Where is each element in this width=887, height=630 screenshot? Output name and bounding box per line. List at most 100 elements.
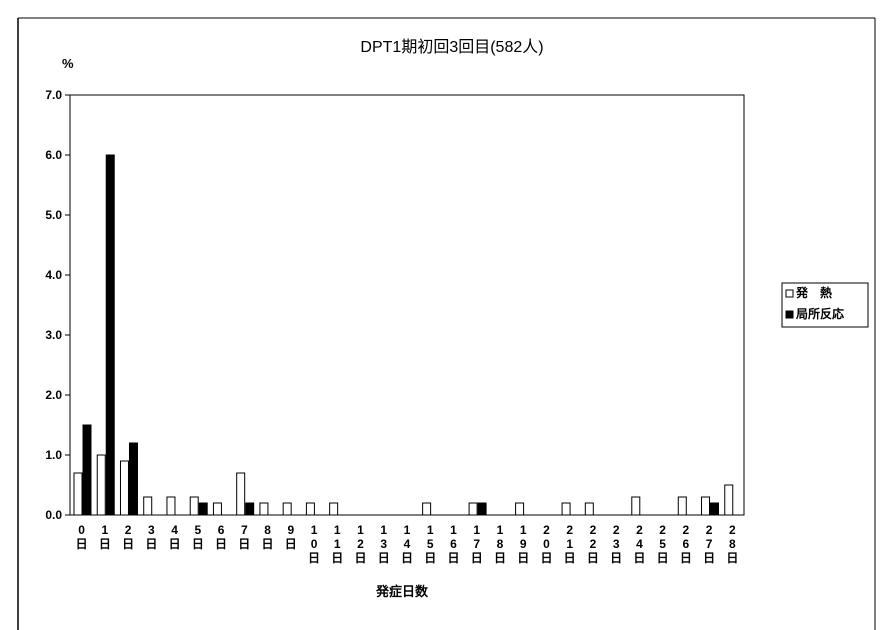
y-tick-label: 1.0 bbox=[45, 448, 62, 462]
x-tick-label: 日 bbox=[471, 551, 483, 565]
x-tick-label: 日 bbox=[99, 537, 111, 551]
x-tick-label: 8 bbox=[497, 537, 504, 551]
bar-fever bbox=[166, 496, 176, 516]
x-tick-label: 8 bbox=[264, 523, 271, 537]
x-tick-label: 7 bbox=[241, 523, 248, 537]
x-tick-label: 2 bbox=[590, 523, 597, 537]
bar-fever bbox=[468, 502, 478, 516]
bar-local-reaction bbox=[245, 502, 255, 516]
chart-title: DPT1期初回3回目(582人) bbox=[360, 38, 543, 56]
x-tick-label: 1 bbox=[473, 523, 480, 537]
x-tick-label: 日 bbox=[657, 551, 669, 565]
x-tick-label: 9 bbox=[520, 537, 527, 551]
bar-fever bbox=[236, 472, 246, 516]
x-tick-label: 日 bbox=[494, 551, 506, 565]
bar-fever bbox=[189, 496, 199, 516]
x-tick-label: 6 bbox=[450, 537, 457, 551]
x-tick-label: 日 bbox=[215, 537, 227, 551]
x-tick-label: 日 bbox=[238, 537, 250, 551]
y-tick-label: 7.0 bbox=[45, 88, 62, 102]
x-tick-label: 4 bbox=[404, 537, 411, 551]
legend-label-fever: 発 熱 bbox=[795, 285, 832, 300]
bar-local-reaction bbox=[105, 154, 115, 516]
x-tick-label: 2 bbox=[659, 523, 666, 537]
x-tick-label: 日 bbox=[378, 551, 390, 565]
y-axis-ticks: 0.0 1.0 2.0 3.0 4.0 5.0 6.0 7.0 bbox=[45, 88, 70, 522]
x-tick-label: 1 bbox=[566, 537, 573, 551]
bars bbox=[73, 154, 734, 516]
x-tick-label: 3 bbox=[380, 537, 387, 551]
x-tick-label: 日 bbox=[447, 551, 459, 565]
bar-fever bbox=[701, 496, 711, 516]
bar-fever bbox=[259, 502, 269, 516]
x-tick-label: 5 bbox=[659, 537, 666, 551]
x-tick-label: 1 bbox=[427, 523, 434, 537]
bar-fever bbox=[212, 502, 222, 516]
y-tick-label: 6.0 bbox=[45, 148, 62, 162]
x-tick-label: 日 bbox=[540, 551, 552, 565]
x-tick-label: 日 bbox=[424, 551, 436, 565]
x-tick-label: 日 bbox=[285, 537, 297, 551]
x-tick-label: 1 bbox=[380, 523, 387, 537]
x-tick-label: 日 bbox=[401, 551, 413, 565]
x-tick-label: 1 bbox=[334, 523, 341, 537]
x-tick-label: 8 bbox=[729, 537, 736, 551]
x-tick-label: 1 bbox=[311, 523, 318, 537]
x-tick-label: 0 bbox=[543, 537, 550, 551]
x-tick-label: 7 bbox=[473, 537, 480, 551]
x-tick-label: 3 bbox=[148, 523, 155, 537]
bar-fever bbox=[724, 484, 734, 516]
x-tick-label: 2 bbox=[683, 523, 690, 537]
x-tick-label: 日 bbox=[633, 551, 645, 565]
x-tick-label: 4 bbox=[171, 523, 178, 537]
x-tick-label: 1 bbox=[334, 537, 341, 551]
x-tick-label: 5 bbox=[194, 523, 201, 537]
bar-local-reaction bbox=[128, 442, 138, 516]
bar-fever bbox=[305, 502, 315, 516]
x-tick-label: 日 bbox=[517, 551, 529, 565]
x-tick-label: 日 bbox=[145, 537, 157, 551]
x-tick-label: 日 bbox=[355, 551, 367, 565]
plot-area bbox=[69, 94, 745, 516]
bar-fever bbox=[631, 496, 641, 516]
bar-local-reaction bbox=[198, 502, 208, 516]
x-tick-label: 日 bbox=[76, 537, 88, 551]
bar-fever bbox=[677, 496, 687, 516]
x-tick-label: 6 bbox=[218, 523, 225, 537]
x-tick-label: 2 bbox=[357, 537, 364, 551]
x-tick-label: 日 bbox=[262, 537, 274, 551]
x-tick-label: 日 bbox=[680, 551, 692, 565]
bar-fever bbox=[329, 502, 339, 516]
x-tick-label: 日 bbox=[703, 551, 715, 565]
x-tick-label: 1 bbox=[404, 523, 411, 537]
x-tick-label: 日 bbox=[331, 551, 343, 565]
x-tick-label: 日 bbox=[122, 537, 134, 551]
x-tick-label: 日 bbox=[564, 551, 576, 565]
legend: 発 熱 局所反応 bbox=[781, 282, 869, 328]
x-tick-label: 2 bbox=[125, 523, 132, 537]
x-tick-label: 2 bbox=[706, 523, 713, 537]
y-tick-label: 5.0 bbox=[45, 208, 62, 222]
x-tick-label: 2 bbox=[566, 523, 573, 537]
bar-fever bbox=[143, 496, 153, 516]
x-tick-label: 1 bbox=[520, 523, 527, 537]
x-axis-ticks: 0日1日2日3日4日5日6日7日8日9日10日11日12日13日14日15日16… bbox=[76, 523, 739, 565]
x-tick-label: 日 bbox=[169, 537, 181, 551]
x-tick-label: 2 bbox=[636, 523, 643, 537]
x-tick-label: 0 bbox=[311, 537, 318, 551]
x-tick-label: 日 bbox=[726, 551, 738, 565]
bar-fever bbox=[584, 502, 594, 516]
x-tick-label: 2 bbox=[729, 523, 736, 537]
bar-fever bbox=[561, 502, 571, 516]
x-tick-label: 1 bbox=[357, 523, 364, 537]
bar-local-reaction bbox=[710, 502, 720, 516]
x-tick-label: 日 bbox=[308, 551, 320, 565]
x-tick-label: 2 bbox=[590, 537, 597, 551]
bar-local-reaction bbox=[477, 502, 487, 516]
legend-swatch-local-reaction bbox=[785, 310, 794, 319]
x-tick-label: 3 bbox=[613, 537, 620, 551]
x-tick-label: 1 bbox=[497, 523, 504, 537]
x-tick-label: 日 bbox=[192, 537, 204, 551]
